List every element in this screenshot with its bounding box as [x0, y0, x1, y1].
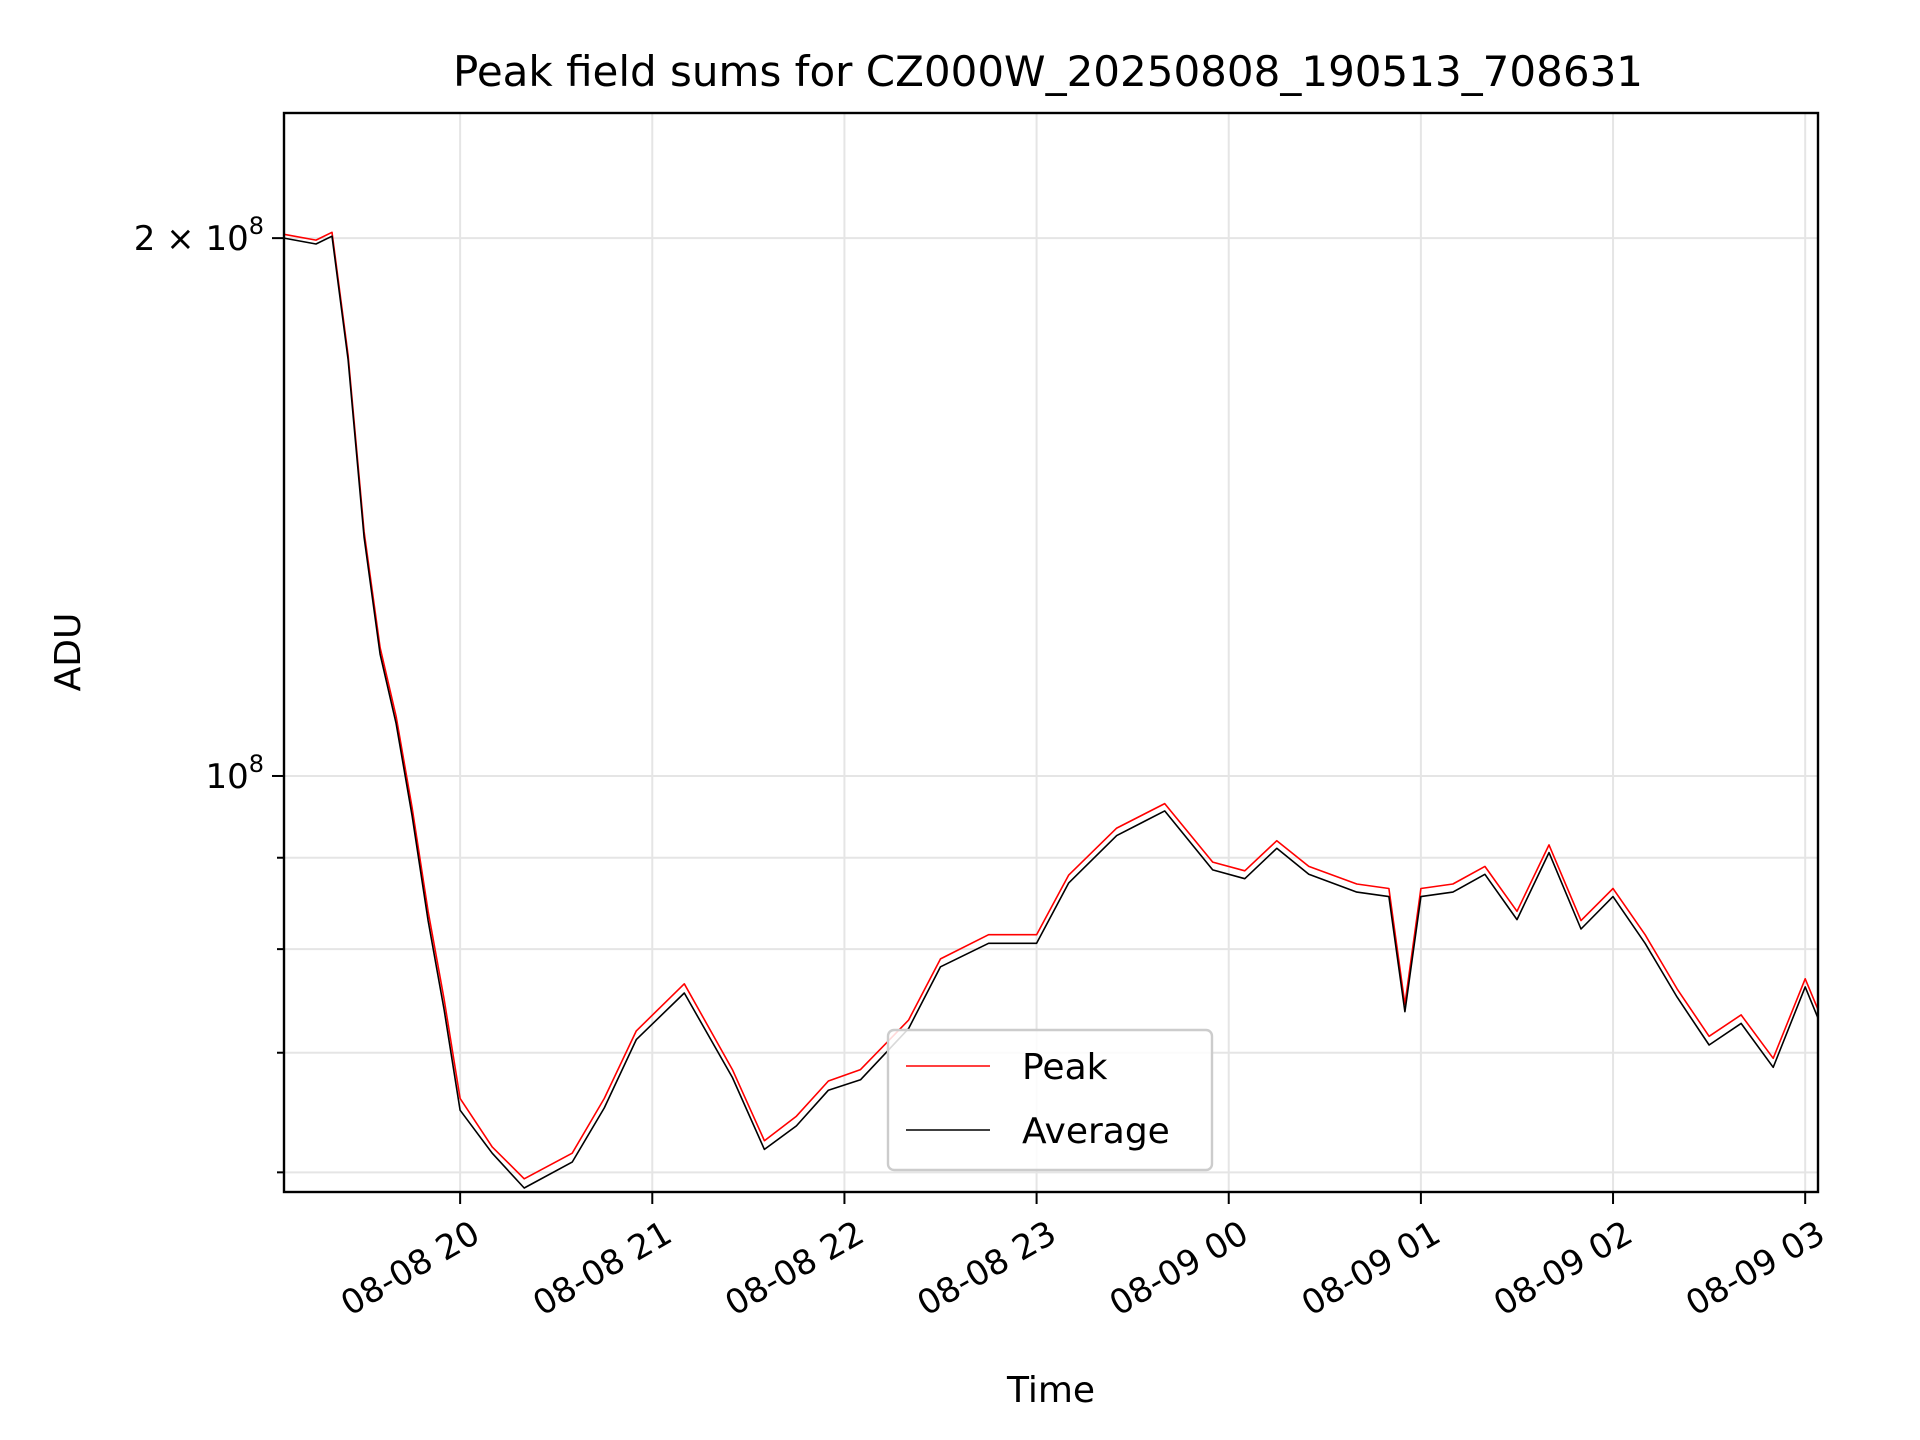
legend-label-average: Average	[1022, 1111, 1170, 1152]
plot-frame	[282, 111, 1820, 1194]
y-axis-label: ADU	[48, 613, 89, 692]
y-tick-label: 108	[205, 750, 264, 797]
chart-title: Peak field sums for CZ000W_20250808_1905…	[453, 47, 1643, 96]
y-tick-label: 2 × 108	[134, 212, 264, 259]
legend: Peak Average	[886, 1028, 1214, 1172]
legend-box	[886, 1028, 1214, 1172]
legend-label-peak: Peak	[1022, 1047, 1108, 1088]
x-axis-label: Time	[1006, 1370, 1095, 1411]
y-axis: 108 2 × 108	[134, 212, 284, 1174]
grid	[284, 113, 1818, 1192]
